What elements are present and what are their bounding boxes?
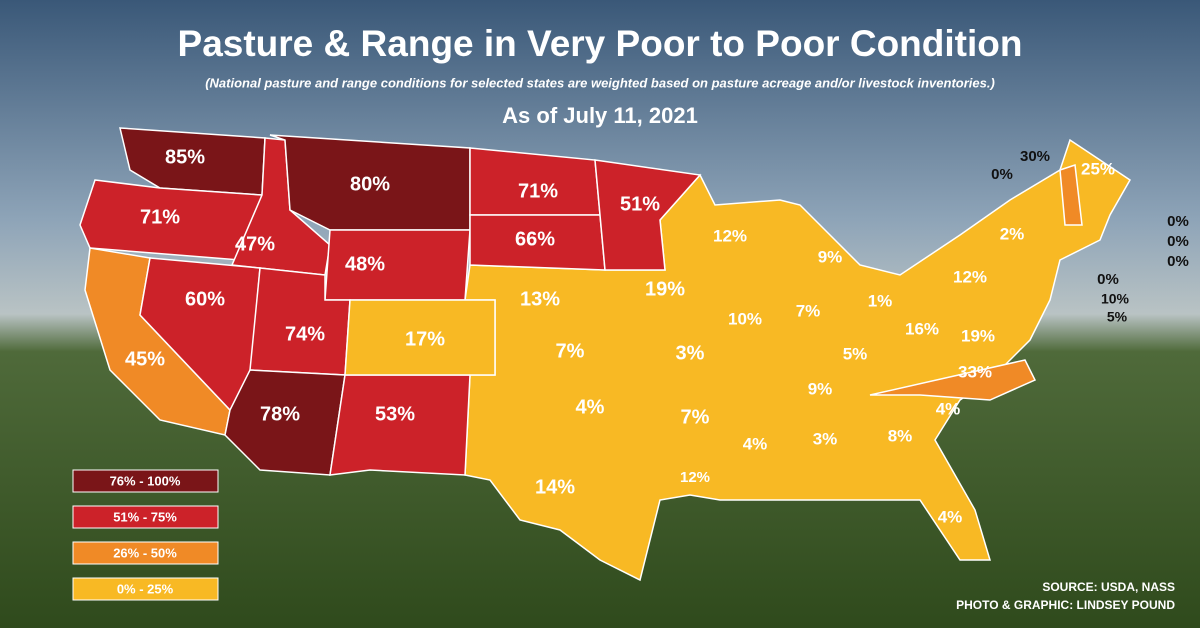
title: Pasture & Range in Very Poor to Poor Con… xyxy=(178,23,1023,64)
state-label: 7% xyxy=(796,301,821,320)
state-label: 45% xyxy=(125,348,165,370)
legend-label: 0% - 25% xyxy=(117,581,174,596)
state-label: 85% xyxy=(165,146,205,168)
legend-label: 26% - 50% xyxy=(113,545,177,560)
state-label: 10% xyxy=(1101,291,1130,307)
state-label: 12% xyxy=(680,469,710,486)
state-label: 30% xyxy=(1020,148,1050,165)
date: As of July 11, 2021 xyxy=(502,103,698,128)
state-label: 4% xyxy=(936,399,961,418)
state-label: 4% xyxy=(743,434,768,453)
state-label: 47% xyxy=(235,233,275,255)
state-label: 74% xyxy=(285,323,325,345)
state-label: 78% xyxy=(260,403,300,425)
state-label: 10% xyxy=(728,309,762,328)
state-label: 12% xyxy=(953,267,987,286)
state-label: 0% xyxy=(991,166,1013,183)
state-label: 9% xyxy=(808,379,833,398)
state-label: 5% xyxy=(843,344,868,363)
state-label: 3% xyxy=(813,429,838,448)
legend-swatch xyxy=(72,505,219,529)
legend-label: 76% - 100% xyxy=(110,473,181,488)
state-label: 60% xyxy=(185,288,225,310)
source: SOURCE: USDA, NASS xyxy=(1042,580,1175,594)
state-label: 48% xyxy=(345,253,385,275)
state-label: 3% xyxy=(676,342,705,364)
state-label: 13% xyxy=(520,288,560,310)
state-label: 53% xyxy=(375,403,415,425)
state-label: 71% xyxy=(140,206,180,228)
state-label: 17% xyxy=(405,328,445,350)
state-label: 8% xyxy=(888,426,913,445)
subtitle: (National pasture and range conditions f… xyxy=(205,75,995,90)
state-label: 5% xyxy=(1107,309,1128,325)
state-region xyxy=(464,138,1131,582)
state-label: 7% xyxy=(681,406,710,428)
state xyxy=(869,359,1037,401)
state-label: 66% xyxy=(515,228,555,250)
state-label: 71% xyxy=(518,180,558,202)
state-label: 51% xyxy=(620,193,660,215)
state-label: 0% xyxy=(1167,233,1189,250)
legend-label: 51% - 75% xyxy=(113,509,177,524)
credit: PHOTO & GRAPHIC: LINDSEY POUND xyxy=(956,598,1175,612)
states xyxy=(79,127,1131,582)
state-label: 2% xyxy=(1000,224,1025,243)
state-label: 80% xyxy=(350,173,390,195)
state-label: 0% xyxy=(1097,271,1119,288)
state-label: 16% xyxy=(905,319,939,338)
legend-swatch xyxy=(72,541,219,565)
legend-swatch xyxy=(72,577,219,601)
state-label: 19% xyxy=(645,278,685,300)
state-label: 0% xyxy=(1167,253,1189,270)
state xyxy=(1059,163,1083,226)
state-label: 19% xyxy=(961,326,995,345)
state-label: 25% xyxy=(1081,159,1115,178)
state-label: 7% xyxy=(556,340,585,362)
state-label: 9% xyxy=(818,247,843,266)
state-label: 1% xyxy=(868,291,893,310)
state-labels: 85% 71% 47% 80% 48% 71% 66% 51% 45% 60% 74% 78% 53% 1… xyxy=(125,146,1189,526)
state xyxy=(594,159,702,271)
state-label: 12% xyxy=(713,226,747,245)
state-label: 0% xyxy=(1167,213,1189,230)
legend-swatch xyxy=(72,469,219,493)
state-label: 14% xyxy=(535,476,575,498)
legend: 76% - 100% 51% - 75% 26% - 50% 0% - 25% xyxy=(72,469,219,601)
state xyxy=(344,299,496,376)
state-label: 4% xyxy=(938,507,963,526)
state-label: 4% xyxy=(576,396,605,418)
state-label: 33% xyxy=(958,362,992,381)
